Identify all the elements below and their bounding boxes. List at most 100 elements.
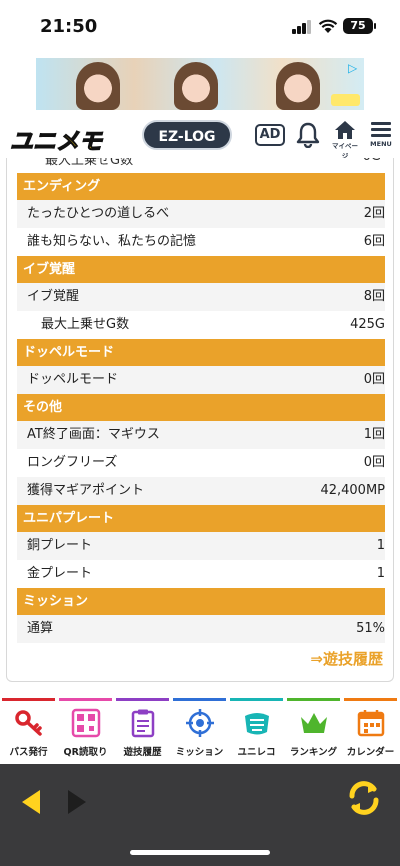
section-header-mission: ミッション — [17, 588, 385, 615]
tab-play-history[interactable]: 遊技履歴 — [114, 698, 171, 764]
app-logo[interactable]: ユニメモ — [9, 128, 102, 155]
row-value: 0G — [363, 158, 381, 164]
row-label: 最大上乗せG数 — [41, 317, 130, 332]
table-row: 誰も知らない、私たちの記憶 6回 — [17, 228, 385, 256]
section-header-other: その他 — [17, 394, 385, 421]
target-icon — [186, 709, 214, 737]
browser-nav-bar — [0, 764, 400, 866]
tab-label: ランキング — [289, 747, 338, 758]
tab-label: ユニレコ — [237, 747, 276, 758]
table-row: ドッペルモード 0回 — [17, 366, 385, 394]
table-row: AT終了画面：マギウス 1回 — [17, 421, 385, 449]
calendar-icon — [357, 710, 385, 737]
status-time: 21:50 — [40, 16, 98, 37]
unireco-icon — [245, 713, 269, 735]
row-value: 0回 — [363, 372, 385, 387]
ad-photo — [276, 62, 320, 110]
table-row: 獲得マギアポイント 42,400MP — [17, 477, 385, 505]
row-label: 誰も知らない、私たちの記憶 — [27, 234, 197, 249]
section-header-ending: エンディング — [17, 173, 385, 200]
row-value: 2回 — [363, 206, 385, 221]
row-label: 獲得マギアポイント — [27, 483, 145, 498]
tab-accent-line — [2, 698, 55, 701]
tab-accent-line — [59, 698, 112, 701]
tab-label: 遊技履歴 — [123, 747, 162, 758]
my-page-button[interactable]: マイページ — [330, 120, 360, 160]
qr-icon — [71, 708, 101, 738]
table-row: 銅プレート 1 — [17, 532, 385, 560]
home-indicator[interactable] — [130, 850, 270, 855]
hamburger-icon — [371, 122, 391, 138]
row-label: 通算 — [27, 621, 54, 636]
ad-button[interactable]: AD — [255, 124, 285, 146]
menu-label: MENU — [370, 140, 392, 148]
row-value: 42,400MP — [320, 483, 385, 498]
status-bar: 21:50 75 — [0, 0, 400, 52]
home-icon — [335, 121, 355, 139]
tab-label: ミッション — [175, 747, 224, 758]
row-label: 金プレート — [27, 566, 93, 581]
battery-icon: 75 — [343, 18, 376, 34]
ez-log-button[interactable]: EZ-LOG — [142, 120, 232, 150]
clipboard-icon — [131, 709, 155, 738]
app-header: ユニメモ EZ-LOG AD マイページ MENU — [0, 112, 400, 160]
row-label: ドッペルモード — [27, 372, 119, 387]
section-header-doppel: ドッペルモード — [17, 339, 385, 366]
table-row: 最大上乗せG数 0G — [13, 158, 387, 171]
stats-card: 最大上乗せG数 0G エンディング たったひとつの道しるべ 2回 誰も知らない、… — [6, 158, 394, 682]
bottom-tab-bar: パス発行 QR読取り 遊技履歴 ミッション — [0, 698, 400, 764]
table-row: 通算 51% — [17, 615, 385, 643]
tab-pass-issue[interactable]: パス発行 — [0, 698, 57, 764]
row-value: 425G — [350, 317, 385, 332]
ad-banner[interactable]: ▷ — [36, 58, 364, 110]
row-label: イブ覚醒 — [27, 289, 80, 304]
tab-label: パス発行 — [9, 747, 48, 758]
cellular-signal-icon — [292, 20, 312, 34]
row-value: 1 — [376, 538, 385, 553]
row-value: 1 — [376, 566, 385, 581]
key-icon — [15, 710, 42, 736]
ad-photo — [76, 62, 120, 110]
forward-arrow-icon[interactable] — [68, 790, 86, 814]
bell-icon[interactable] — [296, 122, 320, 148]
tab-unireco[interactable]: ユニレコ — [228, 698, 285, 764]
table-row: 金プレート 1 — [17, 560, 385, 588]
row-label: AT終了画面：マギウス — [27, 427, 160, 442]
tab-label: カレンダー — [346, 747, 395, 758]
row-value: 8回 — [363, 289, 385, 304]
table-row: イブ覚醒 8回 — [17, 283, 385, 311]
tab-accent-line — [173, 698, 226, 701]
tab-accent-line — [344, 698, 397, 701]
back-arrow-icon[interactable] — [22, 790, 40, 814]
table-row: ロングフリーズ 0回 — [17, 449, 385, 477]
tab-accent-line — [230, 698, 283, 701]
wifi-icon — [318, 19, 338, 33]
ad-photo — [174, 62, 218, 110]
my-page-label: マイページ — [332, 142, 358, 160]
section-header-plate: ユニパプレート — [17, 505, 385, 532]
menu-button[interactable]: MENU — [367, 120, 395, 154]
tab-qr-reader[interactable]: QR読取り — [57, 698, 114, 764]
row-label: ロングフリーズ — [27, 455, 118, 470]
tab-label: QR読取り — [63, 747, 108, 758]
section-header-eve: イブ覚醒 — [17, 256, 385, 283]
row-value: 1回 — [363, 427, 385, 442]
ad-graphic — [331, 94, 360, 106]
tab-mission[interactable]: ミッション — [171, 698, 228, 764]
ad-choices-icon[interactable]: ▷ — [348, 61, 358, 75]
reload-icon[interactable] — [344, 778, 384, 818]
tab-accent-line — [287, 698, 340, 701]
row-value: 51% — [356, 621, 385, 636]
tab-calendar[interactable]: カレンダー — [342, 698, 399, 764]
row-label: 最大上乗せG数 — [45, 158, 134, 168]
table-row: たったひとつの道しるべ 2回 — [17, 200, 385, 228]
tab-accent-line — [116, 698, 169, 701]
table-row: 最大上乗せG数 425G — [17, 311, 385, 339]
play-history-link[interactable]: ⇒遊技履歴 — [310, 650, 383, 668]
row-label: 銅プレート — [27, 538, 93, 553]
tab-ranking[interactable]: ランキング — [285, 698, 342, 764]
row-value: 0回 — [363, 455, 385, 470]
crown-icon — [301, 713, 327, 733]
row-label: たったひとつの道しるべ — [27, 206, 170, 221]
row-value: 6回 — [363, 234, 385, 249]
